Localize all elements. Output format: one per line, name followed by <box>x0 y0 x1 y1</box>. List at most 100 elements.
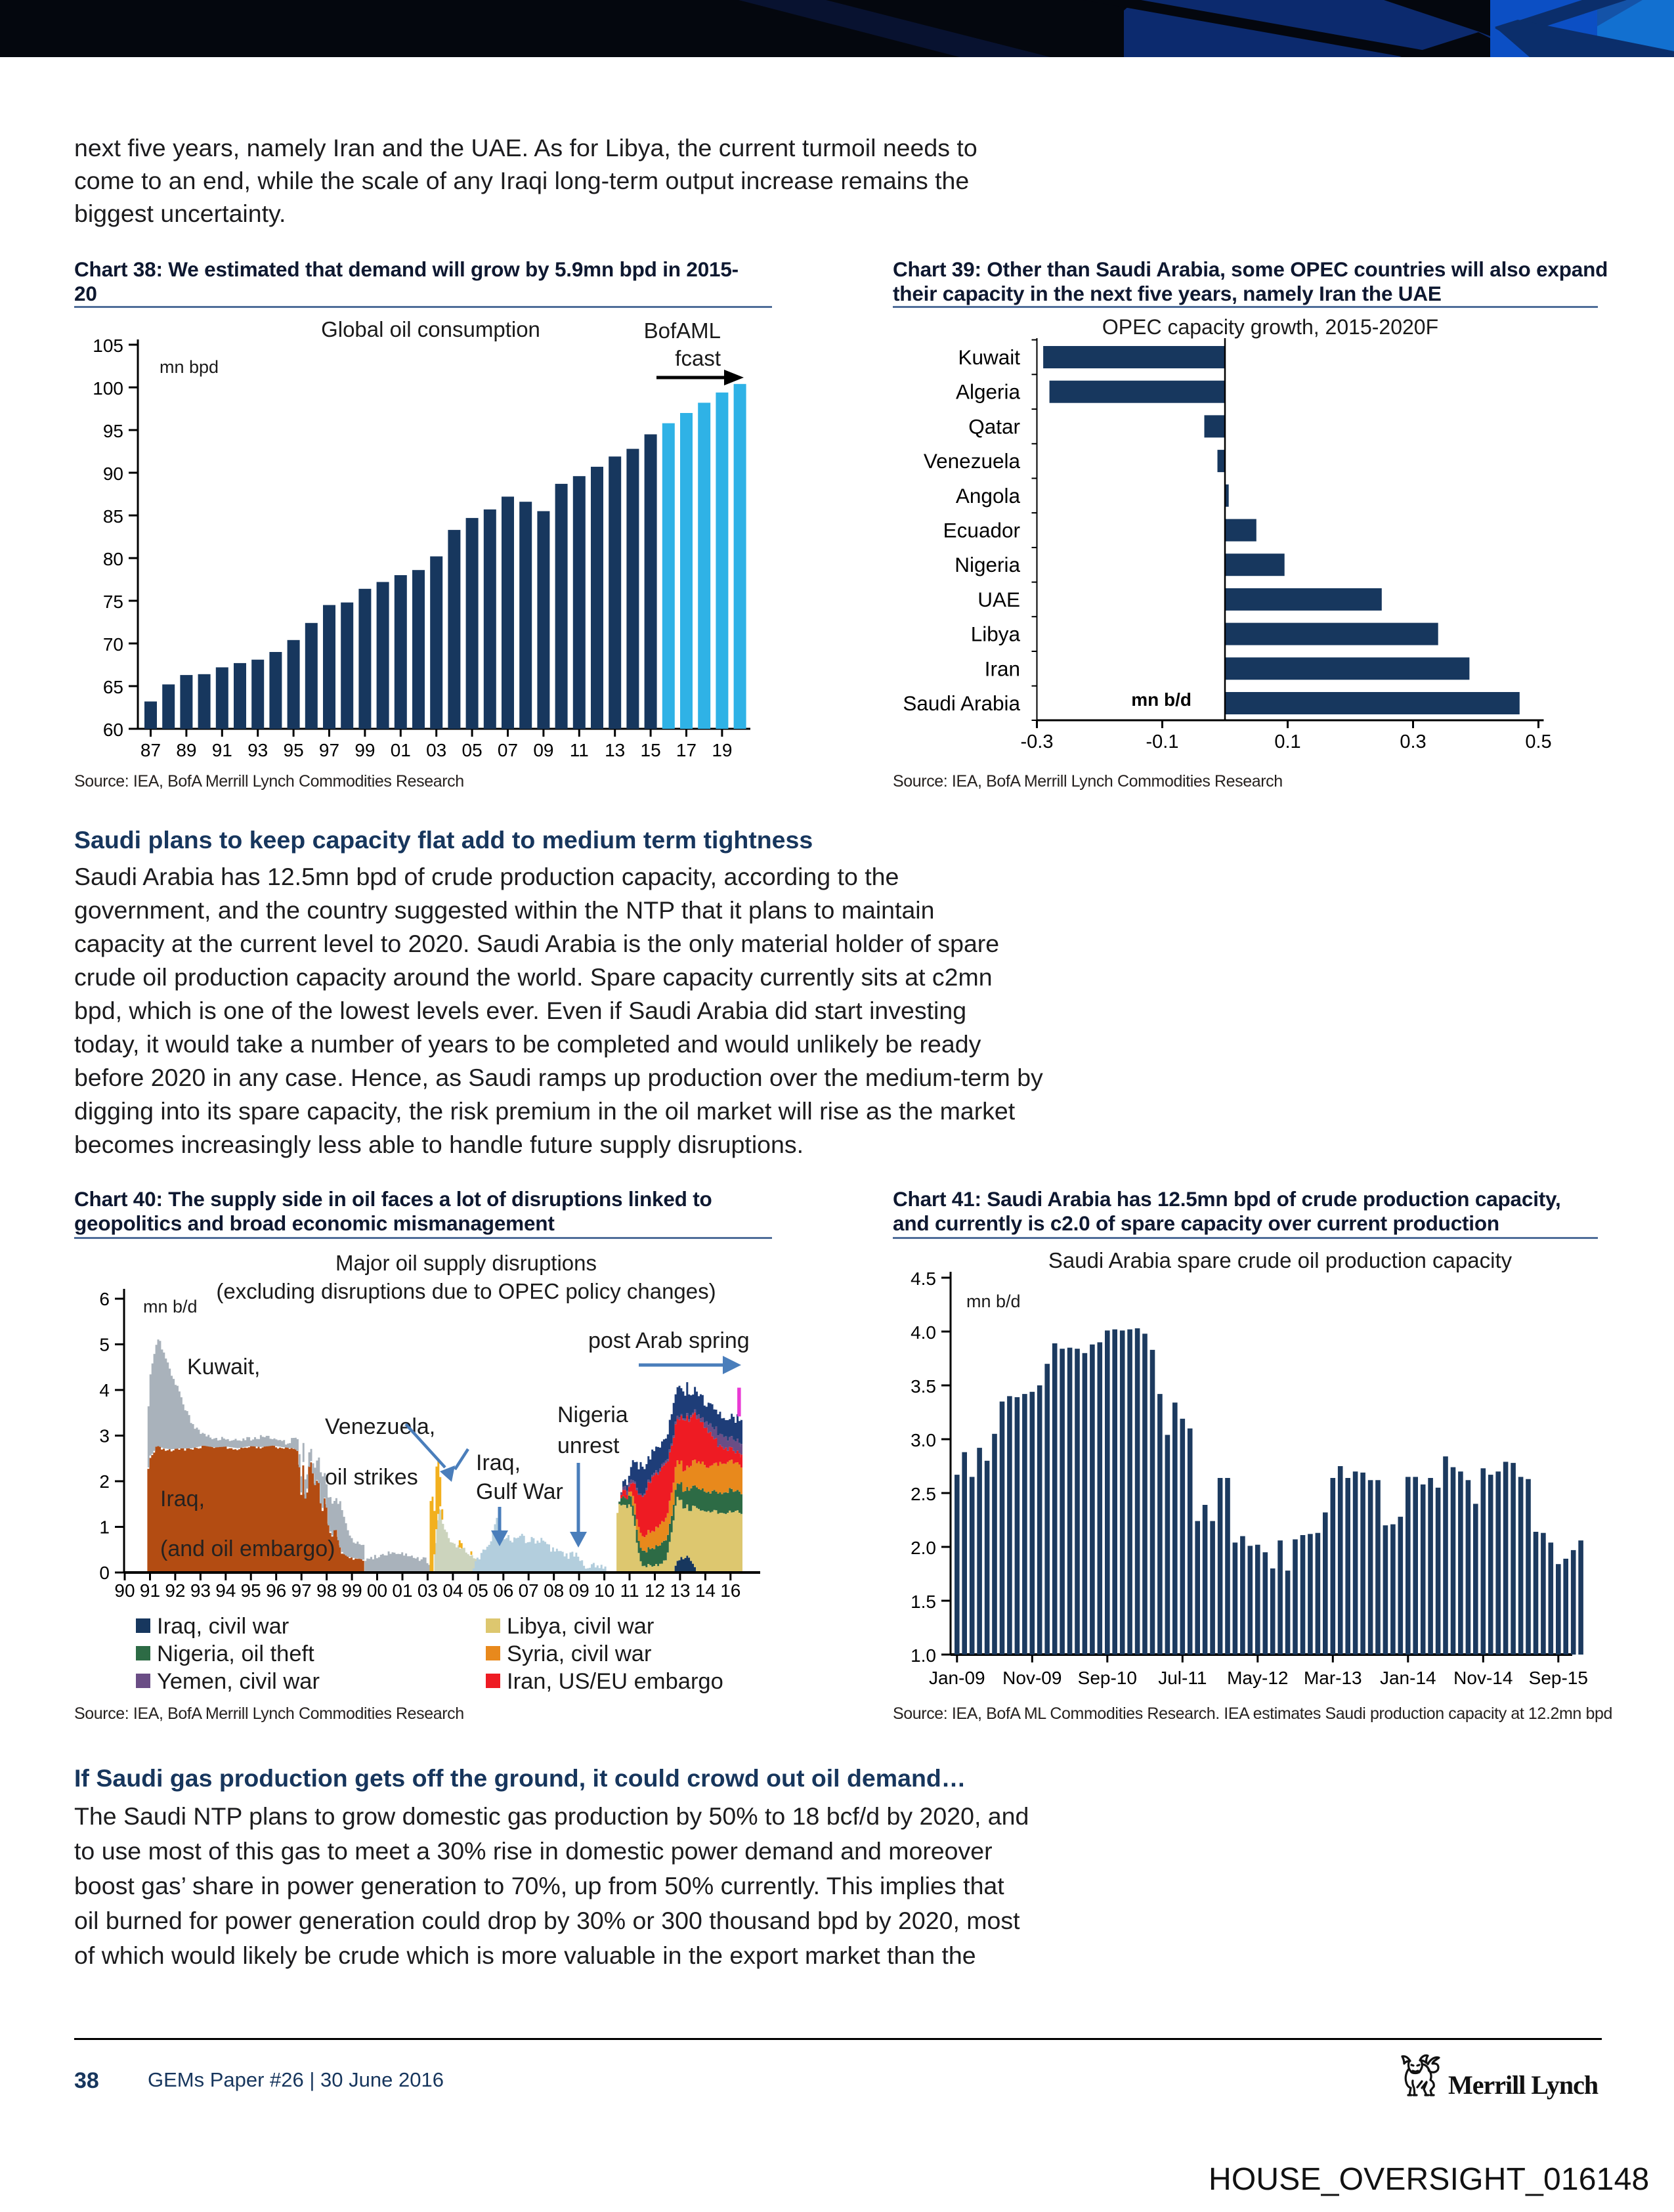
svg-text:95: 95 <box>103 421 123 441</box>
svg-text:11: 11 <box>570 740 589 760</box>
svg-text:14: 14 <box>695 1580 716 1601</box>
svg-text:100: 100 <box>93 378 123 399</box>
svg-text:UAE: UAE <box>977 588 1020 611</box>
svg-text:2: 2 <box>99 1471 110 1492</box>
svg-text:4.0: 4.0 <box>911 1322 936 1343</box>
svg-text:99: 99 <box>342 1580 362 1601</box>
svg-text:Libya: Libya <box>971 622 1021 646</box>
svg-text:08: 08 <box>544 1580 564 1601</box>
svg-text:11: 11 <box>620 1580 639 1601</box>
svg-text:15: 15 <box>641 740 661 760</box>
svg-text:OPEC capacity growth, 2015-202: OPEC capacity growth, 2015-2020F <box>1102 315 1438 339</box>
svg-text:09: 09 <box>533 740 553 760</box>
svg-text:Venezuela,: Venezuela, <box>325 1414 435 1439</box>
svg-text:03: 03 <box>418 1580 438 1601</box>
svg-text:mn b/d: mn b/d <box>143 1297 198 1316</box>
svg-text:Jul-11: Jul-11 <box>1158 1668 1207 1688</box>
svg-text:70: 70 <box>103 634 123 655</box>
svg-text:2.5: 2.5 <box>911 1484 936 1504</box>
svg-text:2.0: 2.0 <box>911 1538 936 1558</box>
svg-text:05: 05 <box>462 740 483 760</box>
svg-text:3.0: 3.0 <box>911 1430 936 1450</box>
svg-text:Venezuela: Venezuela <box>924 449 1021 473</box>
svg-text:Saudi Arabia spare crude oil p: Saudi Arabia spare crude oil production … <box>1048 1248 1513 1272</box>
svg-text:Sep-15: Sep-15 <box>1529 1668 1588 1688</box>
svg-text:post Arab spring: post Arab spring <box>588 1328 750 1353</box>
svg-text:13: 13 <box>605 740 625 760</box>
svg-text:65: 65 <box>103 677 123 697</box>
svg-text:Qatar: Qatar <box>968 414 1020 438</box>
svg-text:-0.3: -0.3 <box>1021 731 1054 752</box>
svg-text:105: 105 <box>93 336 123 356</box>
svg-text:May-12: May-12 <box>1227 1668 1288 1688</box>
svg-text:Nigeria: Nigeria <box>557 1402 628 1427</box>
svg-text:Jan-09: Jan-09 <box>929 1668 985 1688</box>
svg-text:Nov-09: Nov-09 <box>1002 1668 1062 1688</box>
svg-text:3: 3 <box>99 1426 110 1446</box>
svg-text:Mar-13: Mar-13 <box>1304 1668 1362 1688</box>
svg-text:1: 1 <box>99 1517 110 1538</box>
svg-text:85: 85 <box>103 506 123 527</box>
svg-text:09: 09 <box>569 1580 590 1601</box>
svg-text:04: 04 <box>442 1580 463 1601</box>
svg-text:mn b/d: mn b/d <box>966 1291 1021 1311</box>
svg-text:BofAML: BofAML <box>644 318 721 343</box>
svg-text:94: 94 <box>215 1580 236 1601</box>
svg-text:87: 87 <box>140 740 161 760</box>
svg-text:75: 75 <box>103 592 123 612</box>
svg-text:(and oil embargo): (and oil embargo) <box>160 1536 335 1561</box>
svg-text:Nigeria: Nigeria <box>955 553 1020 576</box>
svg-text:60: 60 <box>103 720 123 740</box>
svg-text:01: 01 <box>391 740 411 760</box>
svg-text:0: 0 <box>99 1563 110 1583</box>
svg-text:Nov-14: Nov-14 <box>1453 1668 1513 1688</box>
svg-text:4: 4 <box>99 1380 110 1400</box>
svg-text:10: 10 <box>594 1580 614 1601</box>
svg-text:12: 12 <box>645 1580 665 1601</box>
svg-text:95: 95 <box>241 1580 261 1601</box>
svg-text:Saudi Arabia: Saudi Arabia <box>903 691 1020 715</box>
svg-text:90: 90 <box>103 464 123 484</box>
svg-text:1.5: 1.5 <box>911 1592 936 1612</box>
svg-text:01: 01 <box>392 1580 412 1601</box>
svg-text:Libya, civil war: Libya, civil war <box>507 1614 654 1639</box>
svg-text:(excluding disruptions due to: (excluding disruptions due to OPEC polic… <box>216 1279 716 1303</box>
svg-text:00: 00 <box>367 1580 387 1601</box>
svg-text:99: 99 <box>354 740 375 760</box>
svg-text:07: 07 <box>519 1580 539 1601</box>
svg-text:06: 06 <box>493 1580 513 1601</box>
svg-text:oil strikes: oil strikes <box>325 1465 418 1490</box>
svg-text:0.1: 0.1 <box>1274 731 1300 752</box>
svg-text:Iraq, civil war: Iraq, civil war <box>157 1614 289 1639</box>
svg-text:80: 80 <box>103 549 123 569</box>
svg-text:3.5: 3.5 <box>911 1376 936 1397</box>
svg-text:Global oil consumption: Global oil consumption <box>321 317 540 341</box>
svg-text:89: 89 <box>176 740 196 760</box>
svg-text:Iran, US/EU embargo: Iran, US/EU embargo <box>507 1669 723 1694</box>
svg-text:97: 97 <box>319 740 339 760</box>
svg-text:4.5: 4.5 <box>911 1269 936 1289</box>
svg-text:5: 5 <box>99 1335 110 1355</box>
svg-text:03: 03 <box>426 740 446 760</box>
svg-text:Angola: Angola <box>956 484 1021 508</box>
svg-text:Major oil supply disruptions: Major oil supply disruptions <box>335 1251 597 1275</box>
svg-text:93: 93 <box>190 1580 211 1601</box>
svg-text:91: 91 <box>212 740 232 760</box>
svg-text:93: 93 <box>247 740 268 760</box>
svg-text:13: 13 <box>670 1580 690 1601</box>
svg-text:Iraq,: Iraq, <box>476 1450 521 1475</box>
svg-text:17: 17 <box>676 740 697 760</box>
svg-text:Jan-14: Jan-14 <box>1380 1668 1436 1688</box>
svg-text:16: 16 <box>720 1580 740 1601</box>
svg-text:Syria, civil war: Syria, civil war <box>507 1641 651 1666</box>
svg-text:95: 95 <box>284 740 304 760</box>
svg-text:mn b/d: mn b/d <box>1131 689 1191 710</box>
svg-text:90: 90 <box>114 1580 135 1601</box>
svg-text:Algeria: Algeria <box>956 380 1021 404</box>
svg-text:Yemen, civil war: Yemen, civil war <box>157 1669 320 1694</box>
svg-text:unrest: unrest <box>557 1433 620 1458</box>
svg-text:97: 97 <box>291 1580 312 1601</box>
svg-text:6: 6 <box>99 1289 110 1309</box>
svg-text:Nigeria, oil theft: Nigeria, oil theft <box>157 1641 314 1666</box>
svg-text:-0.1: -0.1 <box>1146 731 1179 752</box>
